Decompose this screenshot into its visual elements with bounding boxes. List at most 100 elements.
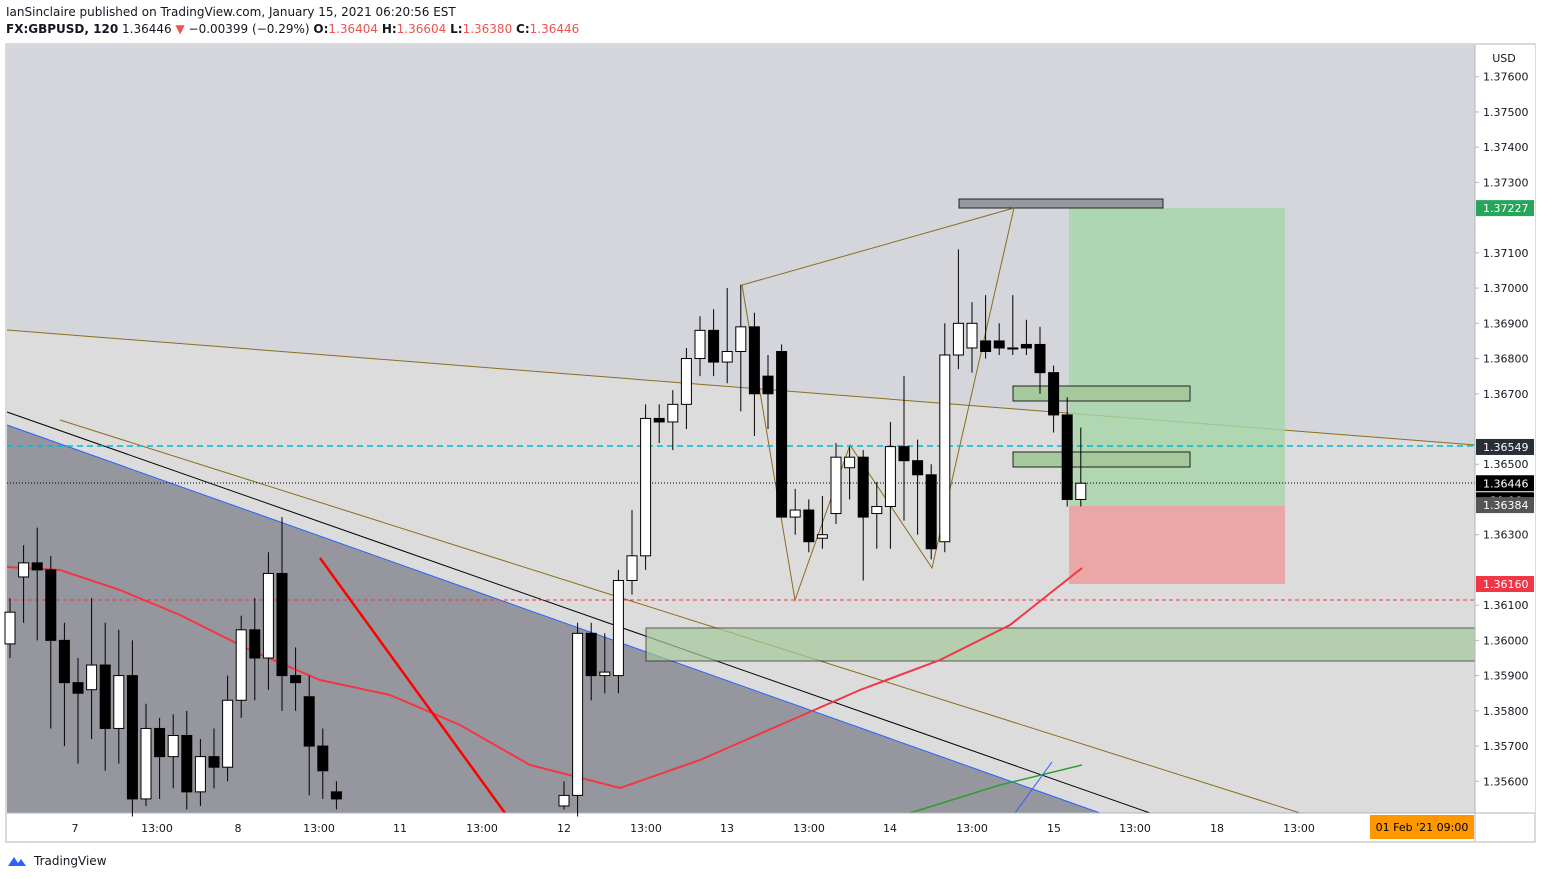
candle-body [45, 569, 57, 641]
y-tick-label: 1.37000 [1483, 282, 1529, 295]
quote-line: FX:GBPUSD, 120 1.36446 ▼ −0.00399 (−0.29… [6, 22, 579, 36]
date-badge: 01 Feb '21 09:00 [1376, 821, 1469, 834]
candle-body [1020, 343, 1032, 349]
arrow: ▼ [175, 22, 185, 36]
candle-body [585, 632, 597, 677]
y-tick-label: 1.36500 [1483, 458, 1529, 471]
candle-body [830, 456, 842, 515]
candle-body [612, 579, 624, 677]
change: −0.00399 (−0.29%) [188, 22, 310, 36]
stop-zone [1069, 506, 1285, 584]
l-label: L: [450, 22, 463, 36]
x-tick-label: 14 [883, 822, 897, 835]
price-badge-label: 1.36549 [1483, 441, 1529, 454]
candle-body [735, 326, 747, 352]
x-tick-label: 13:00 [956, 822, 988, 835]
candle-body [680, 358, 692, 405]
price-badge [1476, 497, 1534, 514]
candle-body [1034, 343, 1046, 374]
drawing [318, 557, 507, 814]
o: 1.36404 [328, 22, 378, 36]
y-tick-label: 1.35800 [1483, 705, 1529, 718]
candle-body [181, 734, 193, 793]
candle-body [640, 417, 652, 557]
x-tick-label: 12 [557, 822, 571, 835]
c-label: C: [516, 22, 530, 36]
price-badge [1476, 438, 1534, 455]
candle-body [952, 322, 964, 356]
candle-body [925, 474, 937, 550]
y-tick-label: 1.37100 [1483, 247, 1529, 260]
candle-body [558, 794, 570, 807]
candle-body [194, 756, 206, 793]
x-tick-label: 13:00 [303, 822, 335, 835]
countdown: 39:06 [1490, 494, 1522, 507]
candle-body [844, 456, 856, 469]
candle-body [694, 329, 706, 360]
x-tick-label: 13 [720, 822, 734, 835]
y-tick-label: 1.36800 [1483, 353, 1529, 366]
countdown-bg [1476, 492, 1534, 509]
demand-zone [645, 627, 1476, 662]
candle-body [653, 417, 665, 423]
candle-body [72, 682, 84, 694]
candle-body [222, 699, 234, 768]
zone-dark [7, 425, 1100, 813]
price-badge [1476, 576, 1534, 593]
logo [8, 857, 26, 866]
price-badge-label: 1.36384 [1483, 499, 1529, 512]
candle-body [708, 329, 720, 363]
y-tick-label: 1.35700 [1483, 740, 1529, 753]
candle-body [776, 350, 788, 518]
y-tick-label: 1.37600 [1483, 71, 1529, 84]
y-tick-label: 1.37300 [1483, 176, 1529, 189]
y-tick-label: 1.37400 [1483, 141, 1529, 154]
candle-body [980, 340, 992, 352]
trendline [6, 424, 1101, 814]
candle-body [58, 639, 70, 684]
x-tick-label: 13:00 [466, 822, 498, 835]
candle-body [789, 509, 801, 518]
y-tick-label: 1.37500 [1483, 106, 1529, 119]
candle-body [626, 555, 638, 581]
candle-body [939, 354, 951, 543]
candle-body [249, 629, 261, 659]
l: 1.36380 [462, 22, 513, 36]
pattern [741, 207, 1015, 602]
symbol: FX:GBPUSD, 120 [6, 22, 119, 36]
price-badge-label: 1.37227 [1483, 202, 1529, 215]
y-tick-label: 1.35900 [1483, 670, 1529, 683]
candle-body [330, 791, 342, 800]
candle-body [871, 506, 883, 515]
candle-body [167, 734, 179, 758]
publisher: IanSinclaire published on TradingView.co… [6, 5, 456, 19]
zone-light [7, 330, 1475, 813]
h-label: H: [381, 22, 397, 36]
candle-body [857, 456, 869, 518]
price-axis [1475, 45, 1535, 813]
x-tick-label: 13:00 [793, 822, 825, 835]
candle-body [599, 671, 611, 677]
candle-body [1075, 482, 1087, 500]
candle-body [99, 664, 111, 729]
candle-body [1007, 347, 1019, 350]
x-tick-label: 13:00 [630, 822, 662, 835]
candle-body [317, 745, 329, 772]
y-tick-label: 1.36300 [1483, 529, 1529, 542]
y-tick-label: 1.36000 [1483, 634, 1529, 647]
y-tick-label: 1.35600 [1483, 775, 1529, 788]
candle-body [912, 460, 924, 476]
candle-body [208, 756, 220, 768]
frame [5, 43, 1536, 843]
trendline [59, 419, 1301, 814]
candle-body [126, 675, 138, 800]
moving-average [6, 566, 1083, 790]
x-tick-label: 13:00 [141, 822, 173, 835]
candle-body [1061, 414, 1073, 500]
x-tick-label: 11 [393, 822, 407, 835]
candle-body [572, 632, 584, 796]
x-tick-label: 15 [1047, 822, 1061, 835]
h: 1.36604 [396, 22, 447, 36]
candle-body [803, 509, 815, 543]
